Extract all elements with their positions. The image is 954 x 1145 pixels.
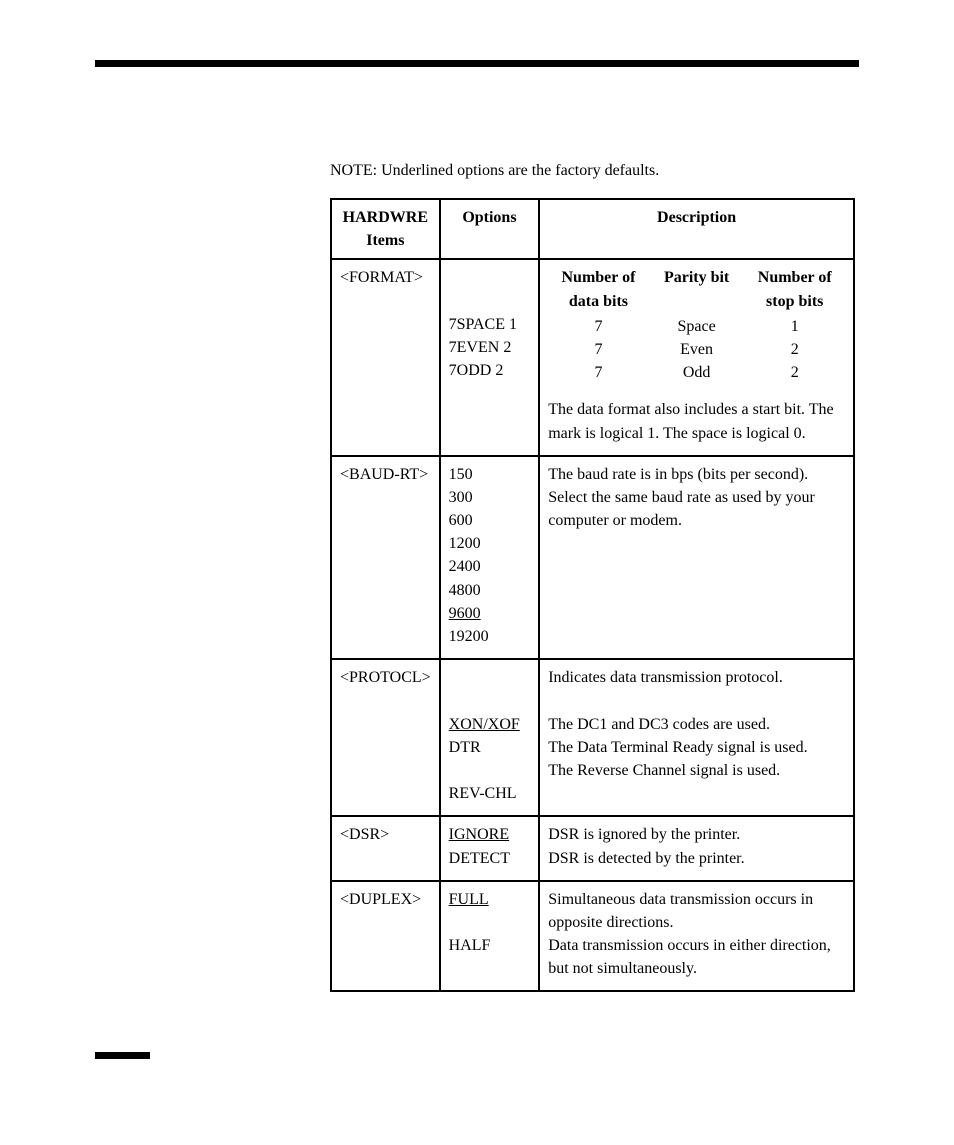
- protocl-blank-line: [548, 689, 845, 712]
- table-header-row: HARDWRE Items Options Description: [331, 199, 854, 259]
- protocl-blank-2: [449, 689, 531, 712]
- format-blank-2: [449, 290, 531, 313]
- protocl-desc-1: The Data Terminal Ready signal is used.: [548, 736, 845, 759]
- protocl-desc-0: The DC1 and DC3 codes are used.: [548, 713, 845, 736]
- format-options-cell: 7SPACE 1 7EVEN 2 7ODD 2: [440, 259, 540, 455]
- format-subrow-1-data: 7: [548, 338, 649, 361]
- baud-opt-4: 2400: [449, 555, 531, 578]
- duplex-opt-1: HALF: [449, 934, 531, 957]
- protocl-opt-1: DTR: [449, 736, 531, 759]
- format-subrow-2-stop: 2: [744, 361, 845, 384]
- format-subrow-2: 7 Odd 2: [548, 361, 845, 384]
- row-format: <FORMAT> 7SPACE 1 7EVEN 2 7ODD 2 Number …: [331, 259, 854, 455]
- format-subrow-2-data: 7: [548, 361, 649, 384]
- baud-opt-5: 4800: [449, 579, 531, 602]
- header-items: HARDWRE Items: [331, 199, 440, 259]
- protocl-intro: Indicates data transmission protocol.: [548, 666, 845, 689]
- row-dsr: <DSR> IGNORE DETECT DSR is ignored by th…: [331, 816, 854, 880]
- document-page: NOTE: Underlined options are the factory…: [0, 0, 954, 1119]
- row-protocl: <PROTOCL> XON/XOF DTR REV-CHL Indicates …: [331, 659, 854, 816]
- format-subrow-0-data: 7: [548, 315, 649, 338]
- format-subrow-1: 7 Even 2: [548, 338, 845, 361]
- header-description: Description: [539, 199, 854, 259]
- top-horizontal-rule: [95, 60, 859, 67]
- format-opt-1: 7EVEN 2: [449, 336, 531, 359]
- dsr-description-cell: DSR is ignored by the printer. DSR is de…: [539, 816, 854, 880]
- header-items-line1: HARDWRE: [343, 209, 428, 226]
- baud-opt-0: 150: [449, 463, 531, 486]
- format-opt-0: 7SPACE 1: [449, 313, 531, 336]
- format-subhdr-parity: Parity bit: [655, 266, 739, 312]
- baud-opt-3: 1200: [449, 532, 531, 555]
- baud-opt-7: 19200: [449, 625, 531, 648]
- row-duplex: <DUPLEX> FULL HALF Simultaneous data tra…: [331, 881, 854, 992]
- baud-description-cell: The baud rate is in bps (bits per second…: [539, 456, 854, 660]
- protocl-opt-0: XON/XOF: [449, 713, 531, 736]
- bottom-rule-fragment: [95, 1052, 150, 1059]
- duplex-item-cell: <DUPLEX>: [331, 881, 440, 992]
- duplex-blank-1: [449, 911, 531, 934]
- note-text: NOTE: Underlined options are the factory…: [330, 162, 859, 180]
- format-subrow-0-parity: Space: [655, 315, 739, 338]
- format-subhdr-databits: Number of data bits: [548, 266, 649, 312]
- protocl-item-cell: <PROTOCL>: [331, 659, 440, 816]
- dsr-opt-1: DETECT: [449, 847, 531, 870]
- protocl-desc-2: The Reverse Channel signal is used.: [548, 759, 845, 782]
- dsr-opt-0: IGNORE: [449, 823, 531, 846]
- format-subheader: Number of data bits Parity bit Number of…: [548, 266, 845, 312]
- duplex-desc-1: Data transmission occurs in either direc…: [548, 934, 845, 980]
- duplex-description-cell: Simultaneous data transmission occurs in…: [539, 881, 854, 992]
- baud-opt-2: 600: [449, 509, 531, 532]
- dsr-options-cell: IGNORE DETECT: [440, 816, 540, 880]
- protocl-blank-1: [449, 666, 531, 689]
- format-opt-2: 7ODD 2: [449, 359, 531, 382]
- format-desc-paragraph: The data format also includes a start bi…: [548, 398, 845, 444]
- duplex-options-cell: FULL HALF: [440, 881, 540, 992]
- row-baud: <BAUD-RT> 150 300 600 1200 2400 4800 960…: [331, 456, 854, 660]
- dsr-desc-1: DSR is detected by the printer.: [548, 847, 845, 870]
- protocl-opt-2: REV-CHL: [449, 782, 531, 805]
- format-subrow-1-parity: Even: [655, 338, 739, 361]
- duplex-desc-0: Simultaneous data transmission occurs in…: [548, 888, 845, 934]
- hardware-options-table: HARDWRE Items Options Description <FORMA…: [330, 198, 855, 992]
- baud-options-cell: 150 300 600 1200 2400 4800 9600 19200: [440, 456, 540, 660]
- format-subrow-2-parity: Odd: [655, 361, 739, 384]
- header-options: Options: [440, 199, 540, 259]
- format-blank-1: [449, 266, 531, 289]
- format-subrow-1-stop: 2: [744, 338, 845, 361]
- format-subrow-0: 7 Space 1: [548, 315, 845, 338]
- dsr-desc-0: DSR is ignored by the printer.: [548, 823, 845, 846]
- format-subrow-0-stop: 1: [744, 315, 845, 338]
- protocl-description-cell: Indicates data transmission protocol. Th…: [539, 659, 854, 816]
- protocl-blank-3: [449, 759, 531, 782]
- format-subhdr-stopbits: Number of stop bits: [744, 266, 845, 312]
- format-description-cell: Number of data bits Parity bit Number of…: [539, 259, 854, 455]
- baud-opt-6: 9600: [449, 602, 531, 625]
- dsr-item-cell: <DSR>: [331, 816, 440, 880]
- baud-opt-1: 300: [449, 486, 531, 509]
- duplex-opt-0: FULL: [449, 888, 531, 911]
- format-item-cell: <FORMAT>: [331, 259, 440, 455]
- header-items-line2: Items: [366, 232, 404, 249]
- protocl-options-cell: XON/XOF DTR REV-CHL: [440, 659, 540, 816]
- baud-item-cell: <BAUD-RT>: [331, 456, 440, 660]
